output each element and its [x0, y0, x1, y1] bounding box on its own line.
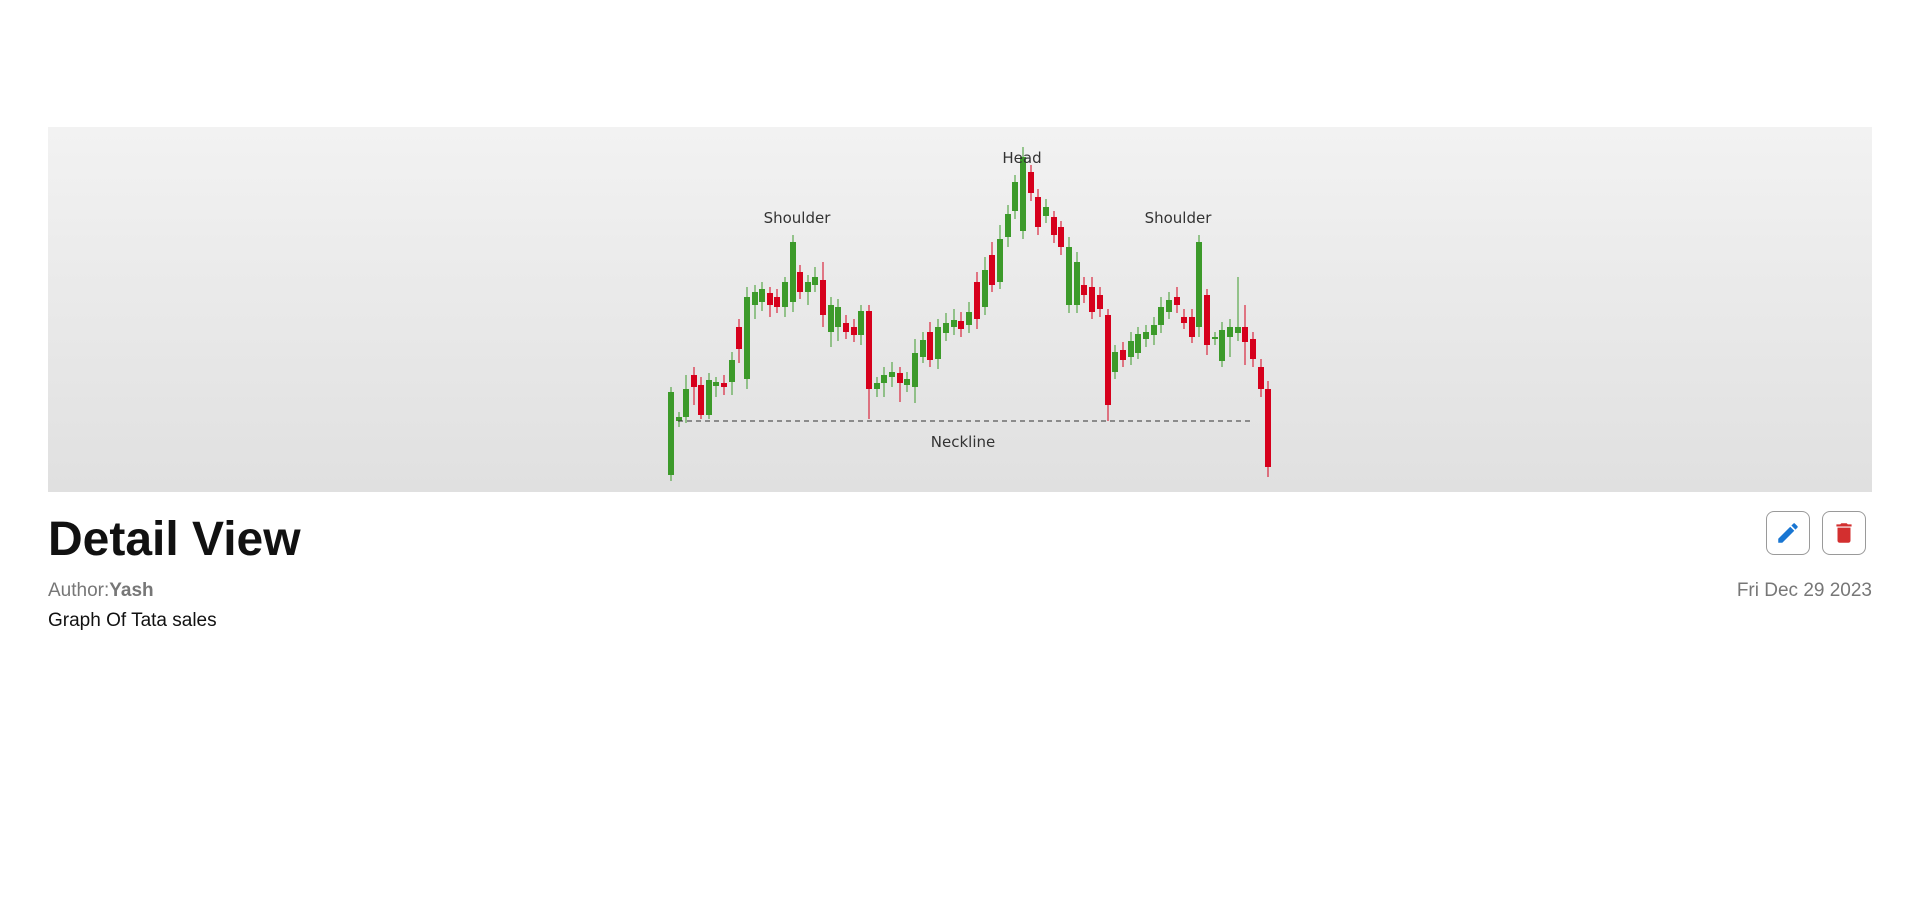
- candle-body: [774, 297, 780, 307]
- banner-image: Shoulder Head Shoulder Neckline: [48, 127, 1872, 492]
- candle-body: [1105, 315, 1111, 405]
- candle-body: [698, 385, 704, 415]
- candle-body: [828, 305, 834, 332]
- candle-body: [767, 293, 773, 305]
- candle-body: [897, 373, 903, 383]
- candle-body: [851, 327, 857, 335]
- candle-body: [912, 353, 918, 387]
- candle-body: [958, 321, 964, 329]
- trash-icon: [1836, 523, 1852, 543]
- candle-body: [943, 323, 949, 333]
- candle-body: [1081, 285, 1087, 295]
- candle-body: [927, 332, 933, 360]
- author-label: Author:: [48, 580, 110, 601]
- candle-body: [790, 242, 796, 302]
- delete-button[interactable]: [1822, 511, 1866, 555]
- candle-body: [835, 307, 841, 327]
- candle-body: [843, 323, 849, 332]
- candle-body: [858, 311, 864, 335]
- candle-body: [1189, 317, 1195, 337]
- candle-body: [797, 272, 803, 292]
- candle-body: [1227, 327, 1233, 337]
- candle-body: [982, 270, 988, 307]
- candle-body: [1143, 332, 1149, 339]
- candle-body: [1174, 297, 1180, 305]
- candle-body: [744, 297, 750, 379]
- right-shoulder-label: Shoulder: [1145, 209, 1213, 227]
- candle-body: [782, 282, 788, 307]
- candle-body: [1120, 350, 1126, 360]
- candle-body: [989, 255, 995, 285]
- candle-body: [1250, 339, 1256, 359]
- candle-body: [1020, 157, 1026, 231]
- candle-body: [1265, 389, 1271, 467]
- candle-body: [1181, 317, 1187, 323]
- candle-body: [1043, 207, 1049, 216]
- candle-body: [1035, 197, 1041, 227]
- left-shoulder-label: Shoulder: [764, 209, 832, 227]
- candle-body: [920, 340, 926, 357]
- candle-body: [1074, 262, 1080, 305]
- pencil-icon: [1778, 523, 1798, 543]
- candle-body: [951, 320, 957, 327]
- candle-body: [1158, 307, 1164, 325]
- candle-body: [691, 375, 697, 387]
- candle-body: [713, 382, 719, 386]
- post-date: Fri Dec 29 2023: [1736, 580, 1872, 601]
- candle-body: [1135, 334, 1141, 353]
- head-and-shoulders-chart: Shoulder Head Shoulder Neckline: [668, 147, 1271, 481]
- candle-body: [1097, 295, 1103, 309]
- candle-body: [974, 282, 980, 319]
- candle-body: [889, 372, 895, 377]
- candle-body: [805, 282, 811, 292]
- candle-body: [1235, 327, 1241, 333]
- post-actions: [1766, 511, 1866, 555]
- meta-row: Author:Yash Fri Dec 29 2023: [48, 580, 1872, 604]
- candle-body: [1005, 214, 1011, 237]
- candle-body: [1166, 300, 1172, 312]
- candle-body: [706, 380, 712, 415]
- candle-body: [721, 383, 727, 387]
- candle-body: [820, 280, 826, 315]
- head-label: Head: [1002, 149, 1041, 167]
- candle-body: [1112, 352, 1118, 372]
- author-name: Yash: [109, 580, 154, 601]
- title-row: Detail View: [48, 508, 1872, 568]
- candle-body: [935, 327, 941, 359]
- candle-body: [1128, 341, 1134, 357]
- candle-body: [736, 327, 742, 349]
- candle-body: [729, 360, 735, 382]
- candle-body: [866, 311, 872, 389]
- candle-body: [759, 289, 765, 302]
- candle-body: [1151, 325, 1157, 335]
- candle-body: [668, 392, 674, 475]
- page-title: Detail View: [48, 513, 301, 566]
- candle-body: [752, 292, 758, 305]
- edit-button[interactable]: [1766, 511, 1810, 555]
- candle-body: [1212, 337, 1218, 339]
- candle-body: [812, 277, 818, 285]
- candle-body: [1066, 247, 1072, 305]
- author: Author:Yash: [48, 580, 154, 602]
- candle-body: [1242, 327, 1248, 342]
- candle-body: [1051, 217, 1057, 235]
- candle-body: [904, 379, 910, 385]
- candle-body: [1028, 172, 1034, 193]
- candle-body: [1012, 182, 1018, 211]
- candle-body: [874, 383, 880, 389]
- candle-body: [1219, 330, 1225, 361]
- candle-body: [881, 375, 887, 383]
- candle-body: [683, 389, 689, 417]
- candle-body: [1204, 295, 1210, 345]
- candle-body: [676, 417, 682, 421]
- candle-body: [1089, 287, 1095, 312]
- candle-body: [966, 312, 972, 325]
- post-description: Graph Of Tata sales: [48, 610, 217, 631]
- candle-body: [1258, 367, 1264, 389]
- candle-body: [1058, 227, 1064, 247]
- candle-body: [997, 239, 1003, 282]
- neckline-label: Neckline: [931, 433, 995, 451]
- candle-body: [1196, 242, 1202, 327]
